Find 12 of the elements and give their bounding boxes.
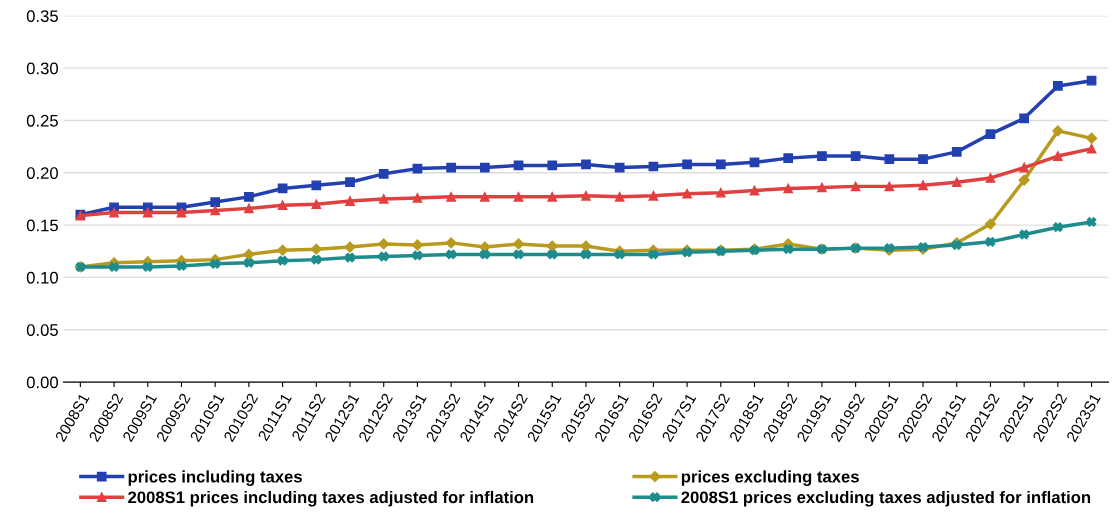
y-tick-label: 0.20 [26, 167, 58, 179]
y-tick-label: 0.00 [26, 376, 58, 389]
y-tick-label: 0.15 [26, 219, 58, 232]
y-tick-label: 0.10 [26, 271, 58, 284]
legend-label: prices including taxes [128, 470, 302, 486]
y-tick-label: 0.05 [26, 324, 58, 336]
y-tick-label: 0.25 [26, 114, 58, 127]
y-tick-label: 0.30 [26, 62, 58, 75]
y-tick-label: 0.35 [26, 10, 58, 23]
legend-label: 2008S1 prices including taxes adjusted for inflation [128, 490, 534, 507]
legend-label: prices excluding taxes [681, 470, 859, 486]
legend-label: 2008S1 prices excluding taxes adjusted for inflation [681, 490, 1091, 507]
